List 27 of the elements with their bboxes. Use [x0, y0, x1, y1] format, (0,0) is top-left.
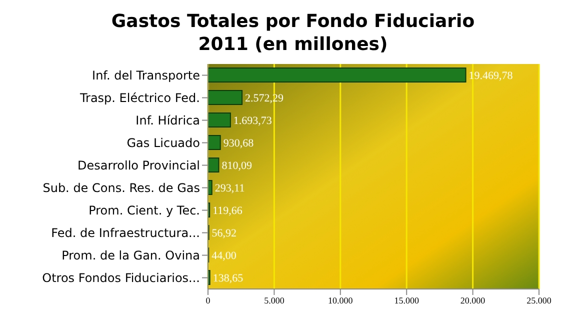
y-tick-label: Gas Licuado — [126, 136, 200, 150]
x-tick-label: 0 — [206, 295, 211, 306]
data-label: 44,00 — [212, 250, 237, 262]
chart-title: Gastos Totales por Fondo Fiduciario 2011 (en millones) — [110, 10, 476, 56]
data-label: 138,65 — [212, 272, 244, 284]
y-tick-label: Inf. Hídrica — [136, 114, 200, 128]
x-tick-label: 25.000 — [526, 295, 552, 306]
y-tick-label: Desarrollo Provincial — [78, 158, 200, 173]
data-label: 930,68 — [223, 138, 254, 150]
data-label: 810,09 — [222, 160, 252, 172]
y-tick-label: Prom. de la Gan. Ovina — [62, 248, 200, 263]
y-tick-label: Sub. de Cons. Res. de Gas — [42, 181, 200, 196]
data-label: 293,11 — [214, 182, 245, 194]
data-label: 56,92 — [212, 228, 237, 240]
y-tick-label: Fed. de Infraestructura... — [51, 226, 200, 240]
x-tick-label: 15.000 — [394, 295, 420, 306]
x-tick-label: 10.000 — [328, 295, 354, 306]
y-tick-label: Prom. Cient. y Tec. — [88, 204, 200, 218]
x-tick-label: 20.000 — [460, 295, 486, 306]
y-tick-label: Trasp. Eléctrico Fed. — [78, 91, 200, 106]
y-tick-label: Inf. del Transporte — [92, 68, 200, 83]
x-tick-label: 5.000 — [264, 295, 285, 306]
data-label: 2.572,29 — [245, 92, 284, 104]
data-label: 19.469,78 — [468, 70, 514, 82]
data-label: 119,66 — [212, 205, 243, 217]
y-tick-label: Otros Fondos Fiduciarios... — [42, 271, 200, 286]
data-label: 1.693,73 — [233, 115, 272, 127]
